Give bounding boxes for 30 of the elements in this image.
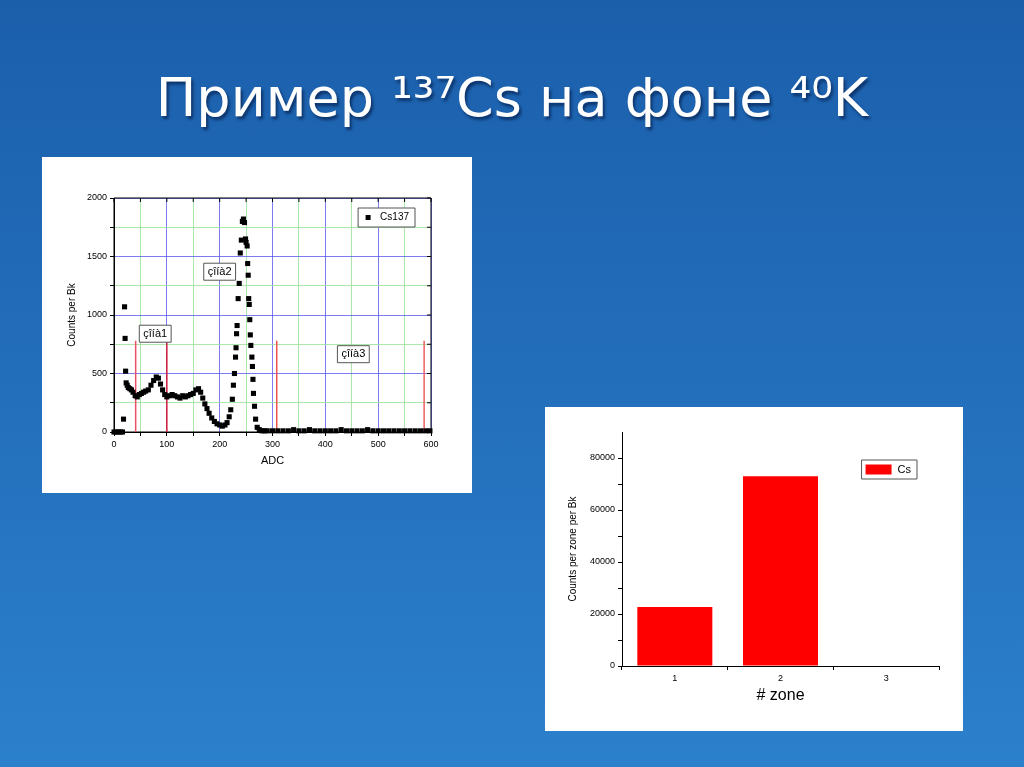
y-tick-label: 40000 (589, 556, 615, 567)
legend-label: Cs137 (380, 211, 410, 223)
y-tick-label: 60000 (589, 504, 615, 515)
x-tick-label: 300 (264, 438, 281, 449)
y-axis-title: Counts per Bk (65, 282, 77, 347)
x-tick-label: 500 (370, 438, 386, 449)
y-tick-label: 1000 (86, 309, 107, 320)
chart-title: Пример ¹³⁷Cs на фоне ⁴⁰K (154, 66, 870, 130)
x-tick-label: 2 (777, 672, 784, 683)
y-tick-label: 2000 (86, 192, 107, 203)
y-tick-label: 500 (91, 367, 107, 378)
x-tick-label: 100 (159, 438, 175, 449)
y-tick-label: 0 (101, 426, 107, 437)
y-tick-label: 1500 (86, 250, 107, 261)
x-tick-label: 3 (883, 672, 889, 683)
x-tick-label: 600 (423, 438, 439, 449)
annotation: çîíà2 (207, 264, 232, 277)
y-tick-label: 20000 (589, 608, 615, 619)
y-axis-title: Counts per zone per Bk (566, 495, 578, 602)
legend-label: Cs (897, 462, 912, 475)
x-axis-title: # zone (756, 685, 805, 703)
x-tick-label: 0 (111, 438, 117, 449)
annotation: çîíà3 (341, 347, 366, 360)
annotation: çîíà1 (143, 326, 168, 339)
y-tick-label: 0 (609, 660, 615, 671)
x-tick-label: 1 (672, 672, 678, 683)
x-tick-label: 200 (212, 438, 228, 449)
y-tick-label: 80000 (589, 452, 615, 463)
x-axis-title: ADC (260, 454, 285, 467)
x-tick-label: 400 (317, 438, 333, 449)
